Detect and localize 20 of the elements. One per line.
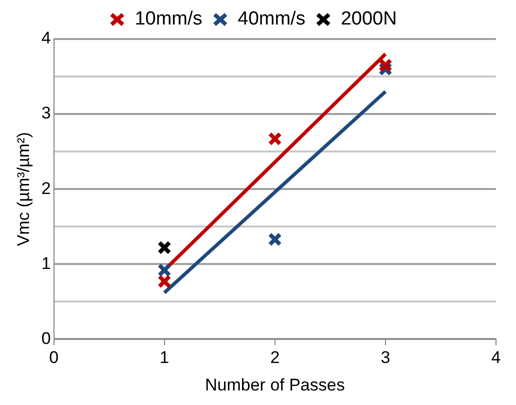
point: [157, 240, 172, 255]
point: [157, 274, 172, 288]
point: [268, 232, 282, 246]
y-tick-label: 0: [41, 328, 51, 348]
x-tick-label: 2: [270, 348, 280, 368]
legend-label: 40mm/s: [238, 8, 306, 30]
x-tick-label: 1: [160, 348, 170, 368]
y-tick-label: 4: [41, 28, 51, 48]
legend-label: 2000N: [340, 8, 397, 30]
legend-label: 10mm/s: [134, 8, 202, 30]
x-tick-label: 3: [380, 348, 390, 368]
point: [157, 263, 172, 278]
y-tick-label: 2: [41, 178, 51, 198]
y-tick-label: 1: [41, 254, 51, 273]
point: [268, 132, 282, 146]
x-axis-title: Number of Passes: [205, 375, 345, 394]
point: [378, 58, 392, 72]
y-tick-label: 3: [41, 104, 51, 123]
y-axis-title: Vmc (µm³/µm²): [14, 132, 33, 246]
x-tick-label: 4: [491, 348, 501, 368]
